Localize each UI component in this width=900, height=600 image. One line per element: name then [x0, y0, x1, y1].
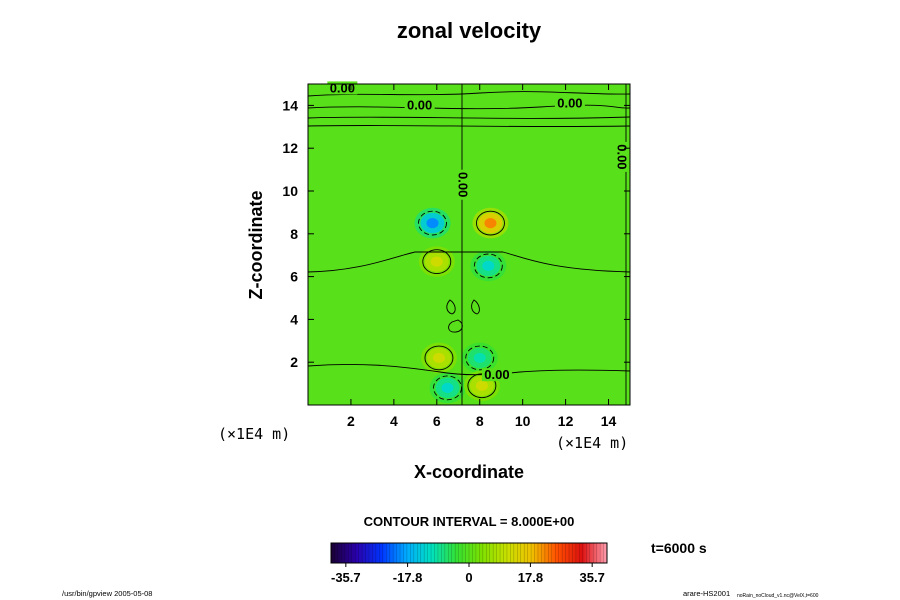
velocity-feature-peak [426, 218, 439, 229]
contour-label-background [456, 169, 470, 200]
contour-line [418, 210, 447, 236]
colorbar-levels [334, 543, 604, 563]
x-tick-label: 10 [515, 413, 531, 429]
velocity-feature-peak [441, 382, 454, 393]
contour-lines [308, 84, 630, 405]
y-axis-unit: (×1E4 m) [218, 425, 290, 443]
contour-line [476, 210, 505, 236]
zero-contour-line [308, 124, 630, 128]
y-axis-ticks: 2 4 6 8 10 12 14 [282, 97, 630, 370]
plot-frame [307, 83, 631, 406]
contour-line [424, 345, 454, 371]
contour-line [473, 253, 503, 279]
velocity-feature-peak [432, 352, 445, 364]
time-label: t=6000 s [651, 540, 707, 556]
velocity-feature-peak [484, 218, 497, 229]
zero-contour-line [471, 299, 480, 315]
contour-line [465, 345, 495, 371]
colorbar-tick-label: -17.8 [393, 570, 423, 585]
y-tick-label: 14 [282, 97, 298, 113]
contour-label-background [327, 81, 358, 95]
y-tick-label: 6 [290, 269, 298, 285]
colorbar-tick-label: 35.7 [580, 570, 605, 585]
zero-contour-line [446, 299, 456, 315]
x-axis-unit: (×1E4 m) [556, 434, 628, 452]
x-tick-label: 4 [390, 413, 398, 429]
contour-labels: 0.000.00 0.000.000.000.00 [327, 80, 629, 382]
x-axis-label: X-coordinate [414, 462, 524, 482]
y-tick-label: 8 [290, 226, 298, 242]
chart-title: zonal velocity [397, 18, 542, 43]
colorbar-ticks: -35.7 -17.8 0 17.8 35.7 [331, 563, 605, 585]
zero-contour-line [308, 116, 630, 119]
x-axis-ticks: 2 4 6 8 10 12 14 [347, 84, 617, 429]
velocity-feature-peak [475, 380, 488, 391]
colorbar-tick-label: 17.8 [518, 570, 543, 585]
colorbar-tick-label: 0 [465, 570, 472, 585]
velocity-feature-peak [473, 352, 486, 364]
contour-label: 0.00 [484, 367, 509, 382]
contour-label-background [481, 368, 512, 382]
contour-label-background [615, 141, 629, 172]
y-tick-label: 10 [282, 183, 298, 199]
contour-label-background [404, 98, 435, 112]
colorbar-tick-label: -35.7 [331, 570, 361, 585]
contour-line [433, 375, 462, 401]
y-axis-label: Z-coordinate [246, 190, 266, 299]
y-tick-label: 2 [290, 354, 298, 370]
contour-label: 0.00 [557, 95, 582, 110]
zero-contour-line [448, 319, 463, 333]
x-tick-label: 6 [433, 413, 441, 429]
contour-label-background [554, 96, 585, 110]
velocity-feature-peak [482, 260, 495, 271]
plot-area: 0.000.00 0.000.000.000.00 [307, 80, 631, 406]
velocity-feature-peak [430, 256, 443, 267]
y-tick-label: 4 [290, 311, 298, 327]
contour-label: 0.00 [407, 98, 432, 113]
contour-interval-text: CONTOUR INTERVAL = 8.000E+00 [364, 514, 575, 529]
footer-left: /usr/bin/gpview 2005-05-08 [62, 589, 152, 598]
x-tick-label: 12 [558, 413, 574, 429]
colorbar-fill [331, 543, 607, 563]
y-tick-label: 12 [282, 140, 298, 156]
contour-label: 0.00 [456, 172, 471, 197]
contour-label: 0.00 [614, 144, 629, 169]
x-tick-label: 8 [476, 413, 484, 429]
zero-contour-line [308, 363, 630, 376]
zero-contour-line [308, 104, 630, 110]
x-tick-label: 14 [601, 413, 617, 429]
x-tick-label: 2 [347, 413, 355, 429]
footer-right-sub: noRain_noCloud_v1.nc@VelX,t=600 [737, 593, 819, 599]
contour-line [467, 373, 497, 399]
zero-contour-line [308, 251, 630, 273]
footer-right: arare-HS2001 [683, 589, 730, 598]
contour-line [422, 249, 452, 274]
colorbar: -35.7 -17.8 0 17.8 35.7 [330, 542, 608, 585]
